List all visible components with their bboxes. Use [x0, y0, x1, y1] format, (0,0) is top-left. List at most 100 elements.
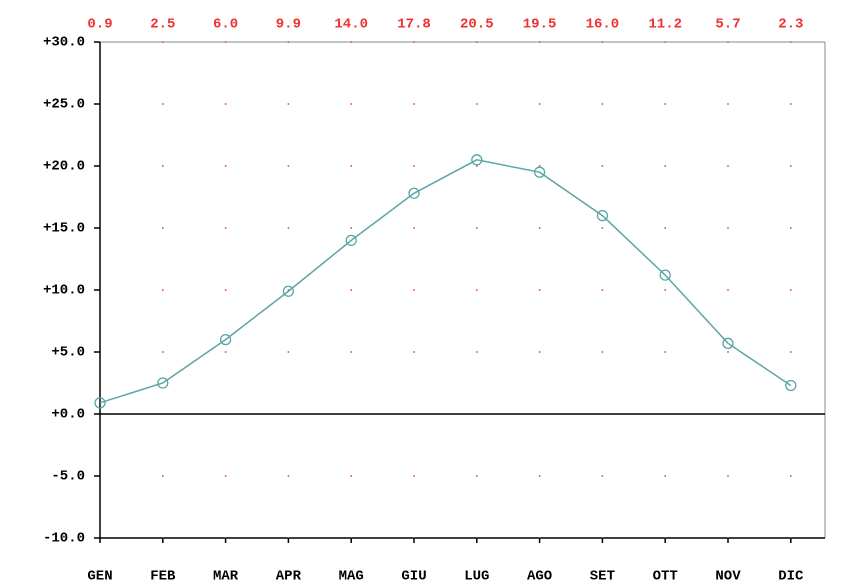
- grid-dot: [538, 227, 541, 229]
- y-tick-label: +25.0: [43, 97, 85, 113]
- grid-dot: [601, 103, 604, 105]
- grid-dot: [413, 475, 415, 477]
- value-label: 6.0: [213, 17, 238, 33]
- y-tick-label: +20.0: [43, 159, 85, 175]
- grid-dot: [790, 103, 792, 105]
- grid-dot: [224, 475, 227, 477]
- marker: [157, 377, 169, 389]
- x-tick-label: NOV: [715, 569, 741, 585]
- marker: [722, 337, 734, 349]
- grid-dot: [287, 103, 290, 105]
- grid-dot: [162, 289, 164, 291]
- grid-dot: [538, 165, 541, 167]
- grid-dot: [538, 289, 541, 291]
- grid-dot: [727, 351, 729, 353]
- grid-dot: [601, 289, 604, 291]
- x-tick-label: AGO: [527, 569, 552, 585]
- grid-dot: [162, 351, 164, 353]
- grid-dot: [790, 41, 792, 43]
- value-label: 2.3: [778, 17, 803, 33]
- x-tick-label: MAG: [339, 569, 364, 585]
- x-tick-label: LUG: [464, 569, 489, 585]
- grid-dot: [727, 227, 729, 229]
- grid-dot: [287, 165, 290, 167]
- y-tick-label: +5.0: [51, 345, 85, 361]
- line: [99, 159, 792, 404]
- marker: [345, 234, 357, 247]
- grid-dot: [350, 475, 352, 477]
- grid-dot: [287, 41, 290, 43]
- grid-dot: [538, 351, 541, 353]
- grid-dot: [413, 41, 415, 43]
- value-label: 19.5: [523, 17, 557, 33]
- grid-dot: [727, 475, 729, 477]
- grid-dot: [224, 41, 227, 43]
- y-tick-label: +30.0: [43, 35, 85, 51]
- x-tick-label: SET: [590, 569, 615, 585]
- grid-dot: [476, 227, 478, 229]
- grid-dot: [664, 227, 666, 229]
- x-tick-label: GIU: [401, 569, 426, 585]
- grid-dot: [287, 475, 290, 477]
- grid-dot: [790, 475, 792, 477]
- grid-dot: [476, 41, 478, 43]
- grid-dot: [162, 103, 164, 105]
- grid-dot: [601, 351, 604, 353]
- y-tick-label: +0.0: [51, 407, 85, 423]
- grid-dot: [601, 227, 604, 229]
- y-tick-label: -5.0: [51, 469, 85, 485]
- grid-dot: [224, 289, 227, 291]
- y-tick-label: +15.0: [43, 221, 85, 237]
- grid-dot: [224, 103, 227, 105]
- grid-dot: [601, 41, 604, 43]
- grid-dot: [413, 351, 415, 353]
- marker: [471, 154, 483, 166]
- grid-dot: [350, 351, 352, 353]
- grid-dot: [664, 103, 666, 105]
- marker: [408, 187, 420, 199]
- grid-dot: [601, 165, 604, 167]
- value-label: 0.9: [87, 17, 112, 33]
- grid-dot: [287, 351, 290, 353]
- marker: [785, 379, 797, 392]
- marker: [596, 209, 609, 222]
- grid-dot: [287, 227, 290, 229]
- grid-dot: [413, 165, 415, 167]
- x-tick-label: DIC: [778, 569, 804, 585]
- value-label: 14.0: [334, 17, 368, 33]
- x-tick-label: GEN: [87, 569, 112, 585]
- value-label: 5.7: [715, 17, 740, 33]
- grid-dot: [664, 165, 666, 167]
- grid-dot: [162, 227, 164, 229]
- grid-dot: [224, 227, 227, 229]
- grid-dot: [413, 227, 415, 229]
- x-tick-label: APR: [276, 569, 302, 585]
- marker: [94, 397, 106, 409]
- value-label: 11.2: [648, 17, 682, 33]
- grid-dot: [413, 103, 415, 105]
- grid-dot: [538, 475, 541, 477]
- grid-dot: [350, 165, 352, 167]
- grid-dot: [790, 227, 792, 229]
- grid-dot: [162, 165, 164, 167]
- grid-dot: [162, 41, 164, 43]
- grid-dot: [790, 351, 792, 353]
- grid-dot: [287, 289, 290, 291]
- grid-dot: [350, 41, 352, 43]
- y-tick-label: +10.0: [43, 283, 85, 299]
- value-label: 17.8: [397, 17, 431, 33]
- value-label: 20.5: [460, 17, 494, 33]
- grid-dot: [727, 41, 729, 43]
- grid-dot: [664, 351, 666, 353]
- grid-dot: [664, 41, 666, 43]
- grid-dot: [350, 227, 352, 229]
- marker: [282, 285, 295, 297]
- grid-dot: [538, 41, 541, 43]
- grid-dot: [224, 165, 227, 167]
- value-label: 9.9: [276, 17, 301, 33]
- marker: [533, 166, 546, 178]
- x-tick-label: FEB: [150, 569, 176, 585]
- grid-dot: [727, 289, 729, 291]
- grid-dot: [727, 165, 729, 167]
